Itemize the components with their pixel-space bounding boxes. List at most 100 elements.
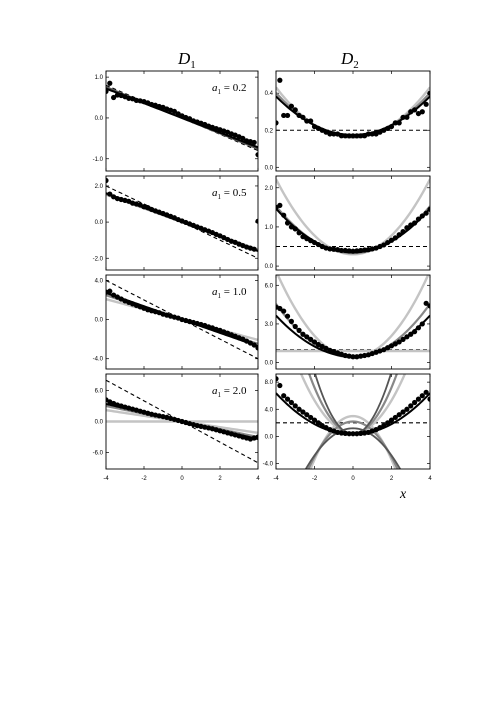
data-point bbox=[323, 129, 329, 135]
data-point bbox=[319, 343, 325, 350]
data-point bbox=[388, 343, 395, 349]
data-point bbox=[111, 94, 117, 101]
y-tick-label: 6.0 bbox=[95, 389, 104, 395]
series-group bbox=[276, 178, 430, 256]
annotation-value: = 1.0 bbox=[221, 286, 247, 298]
panel-1: 1.0 0.0 -1.0 a1 = 0.2 bbox=[93, 70, 259, 172]
data-point bbox=[335, 429, 341, 435]
y-tick-label: 0.0 bbox=[265, 361, 274, 367]
data-point bbox=[276, 376, 279, 382]
data-point bbox=[385, 239, 391, 246]
x-tick-label: 2 bbox=[218, 476, 222, 482]
y-tick-label: 0.0 bbox=[95, 116, 104, 122]
data-point bbox=[296, 112, 302, 119]
data-point bbox=[369, 131, 375, 137]
data-point bbox=[296, 406, 302, 412]
data-point bbox=[106, 88, 109, 95]
data-point bbox=[404, 225, 410, 231]
data-point bbox=[323, 245, 329, 251]
data-point bbox=[304, 236, 310, 242]
data-point bbox=[361, 247, 368, 253]
data-point bbox=[308, 238, 314, 244]
panel-frame bbox=[275, 175, 431, 271]
data-point bbox=[277, 305, 283, 312]
data-point bbox=[277, 77, 283, 83]
annotation-sub: 1 bbox=[218, 88, 222, 96]
annotation-value: = 0.5 bbox=[221, 187, 247, 199]
data-point bbox=[255, 345, 258, 351]
y-tick-label: 0.0 bbox=[95, 420, 104, 426]
panel-frame bbox=[275, 274, 431, 370]
data-point bbox=[300, 234, 306, 240]
data-point bbox=[114, 92, 120, 98]
data-point bbox=[331, 131, 337, 137]
data-point bbox=[358, 353, 364, 359]
data-point bbox=[419, 213, 425, 219]
y-tick-label: 0.0 bbox=[265, 165, 274, 171]
data-point bbox=[361, 133, 368, 139]
data-point bbox=[427, 396, 430, 402]
panel-annotation: a1 = 1.0 bbox=[212, 286, 247, 300]
data-point bbox=[388, 123, 395, 130]
data-points bbox=[276, 300, 430, 360]
data-point bbox=[400, 409, 406, 415]
data-point bbox=[315, 241, 321, 248]
data-point bbox=[288, 399, 294, 406]
data-point bbox=[240, 135, 246, 141]
series-line-lightgray bbox=[309, 414, 397, 469]
data-point bbox=[342, 352, 348, 359]
panel-5: 4.0 0.0 -4.0 a1 = 1.0 bbox=[93, 274, 259, 370]
data-point bbox=[381, 242, 387, 248]
column-title-d1: D1 bbox=[177, 49, 196, 71]
data-point bbox=[361, 430, 368, 436]
data-point bbox=[304, 412, 310, 418]
annotation-value: = 0.2 bbox=[221, 82, 246, 94]
x-tick-label: -4 bbox=[103, 476, 109, 482]
data-point bbox=[187, 116, 193, 122]
data-point bbox=[308, 414, 314, 421]
data-point bbox=[304, 118, 310, 124]
data-point bbox=[419, 321, 425, 327]
data-point bbox=[292, 107, 298, 113]
panel-frame bbox=[105, 175, 259, 271]
data-point bbox=[396, 232, 402, 238]
data-point bbox=[392, 414, 398, 421]
data-point bbox=[251, 342, 257, 348]
data-point bbox=[284, 396, 291, 402]
series-line-dimgray bbox=[314, 374, 392, 436]
data-point bbox=[392, 120, 398, 126]
panel-3: 2.0 0.0 -2.0 a1 = 0.5 bbox=[93, 175, 259, 271]
data-point bbox=[350, 431, 356, 437]
data-point bbox=[392, 235, 398, 241]
data-point bbox=[288, 103, 294, 109]
y-tick-label: 0.0 bbox=[265, 264, 274, 270]
data-point bbox=[419, 393, 425, 399]
data-point bbox=[126, 95, 132, 101]
data-point bbox=[415, 325, 422, 331]
data-point bbox=[304, 334, 310, 340]
data-point bbox=[350, 248, 356, 254]
data-point bbox=[281, 112, 287, 119]
data-point bbox=[315, 125, 321, 132]
data-point bbox=[296, 327, 302, 333]
annotation-sub: 1 bbox=[218, 193, 222, 201]
data-point bbox=[354, 133, 360, 139]
data-point bbox=[342, 133, 348, 139]
panel-7: 6.0 0.0 -6.0 -4 -2 0 2 4 a1 = 2.0 bbox=[93, 373, 260, 482]
y-tick-label: -1.0 bbox=[93, 157, 104, 163]
data-point bbox=[415, 110, 422, 117]
data-point bbox=[377, 425, 383, 431]
data-point bbox=[358, 247, 364, 254]
data-point bbox=[338, 430, 345, 436]
data-point bbox=[423, 389, 429, 395]
panel-frame bbox=[105, 373, 259, 470]
data-point bbox=[323, 425, 329, 431]
data-point bbox=[284, 313, 291, 319]
data-point bbox=[408, 109, 414, 115]
data-point bbox=[300, 331, 306, 337]
series-line-dimgray bbox=[304, 427, 402, 469]
y-tick-label: 6.0 bbox=[265, 283, 274, 289]
data-point bbox=[381, 347, 387, 353]
data-point bbox=[396, 339, 402, 345]
